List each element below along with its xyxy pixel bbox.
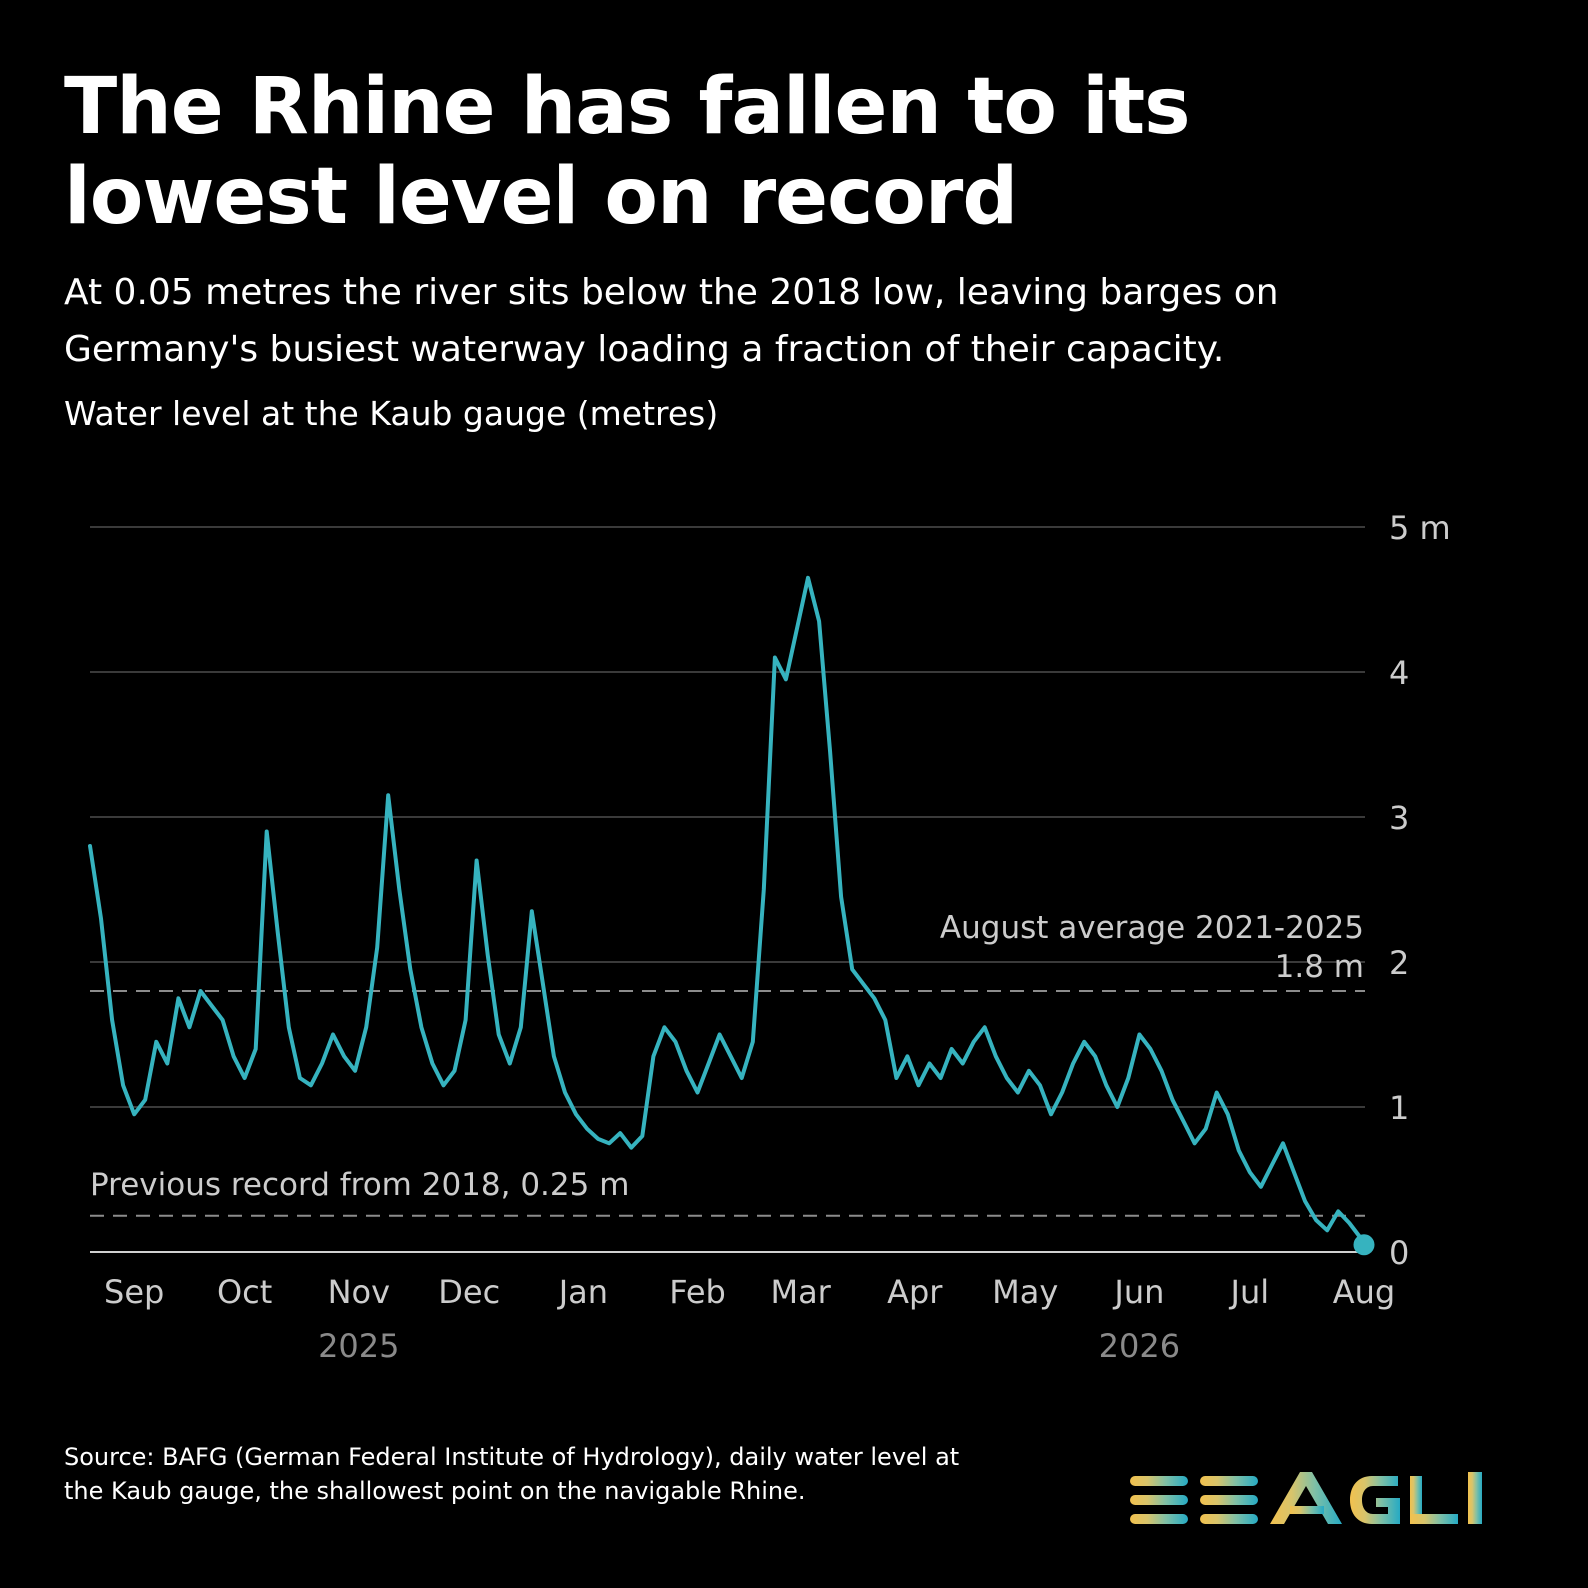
x-tick-label: Dec — [438, 1273, 500, 1311]
y-tick-label: 3 — [1389, 799, 1409, 837]
chart-title: The Rhine has fallen to its lowest level… — [64, 62, 1191, 242]
x-tick-label: Apr — [887, 1273, 943, 1311]
reference-label: Previous record from 2018, 0.25 m — [90, 1167, 629, 1203]
x-tick-label: Mar — [770, 1273, 831, 1311]
source-note: Source: BAFG (German Federal Institute o… — [64, 1443, 960, 1505]
x-tick-label: May — [992, 1273, 1058, 1311]
gridlines — [90, 526, 1365, 1108]
y-tick-label: 2 — [1389, 944, 1409, 982]
y-tick-label: 5 m — [1389, 509, 1451, 547]
year-label: 2025 — [318, 1327, 399, 1365]
x-tick-label: Oct — [217, 1273, 272, 1311]
x-tick-label: Jan — [557, 1273, 608, 1311]
x-tick-label: Jun — [1112, 1273, 1164, 1311]
y-tick-label: 1 — [1389, 1089, 1409, 1127]
series-layer — [88, 575, 1375, 1256]
brand-logo-mark — [1130, 1472, 1482, 1524]
chart-subtitle: At 0.05 metres the river sits below the … — [64, 272, 1279, 370]
water-level-line — [88, 575, 1366, 1247]
x-tick-label: Feb — [669, 1273, 726, 1311]
y-axis-title: Water level at the Kaub gauge (metres) — [64, 394, 719, 433]
y-tick-label: 4 — [1389, 654, 1409, 692]
x-tick-label: Jul — [1229, 1273, 1270, 1311]
reference-label: August average 2021-2025 — [940, 910, 1364, 946]
y-tick-label: 0 — [1389, 1234, 1409, 1272]
latest-value-dot — [1353, 1234, 1375, 1256]
axes: 0 1 2 3 4 5 m Sep Oct Nov Dec Jan Feb Mar Apr May Jun Ju… — [90, 509, 1451, 1365]
brand-logo — [1130, 1472, 1482, 1524]
x-tick-label: Sep — [104, 1273, 164, 1311]
year-label: 2026 — [1099, 1327, 1180, 1365]
reference-label: 1.8 m — [1275, 949, 1364, 985]
x-tick-label: Aug — [1333, 1273, 1395, 1311]
x-tick-label: Nov — [328, 1273, 390, 1311]
